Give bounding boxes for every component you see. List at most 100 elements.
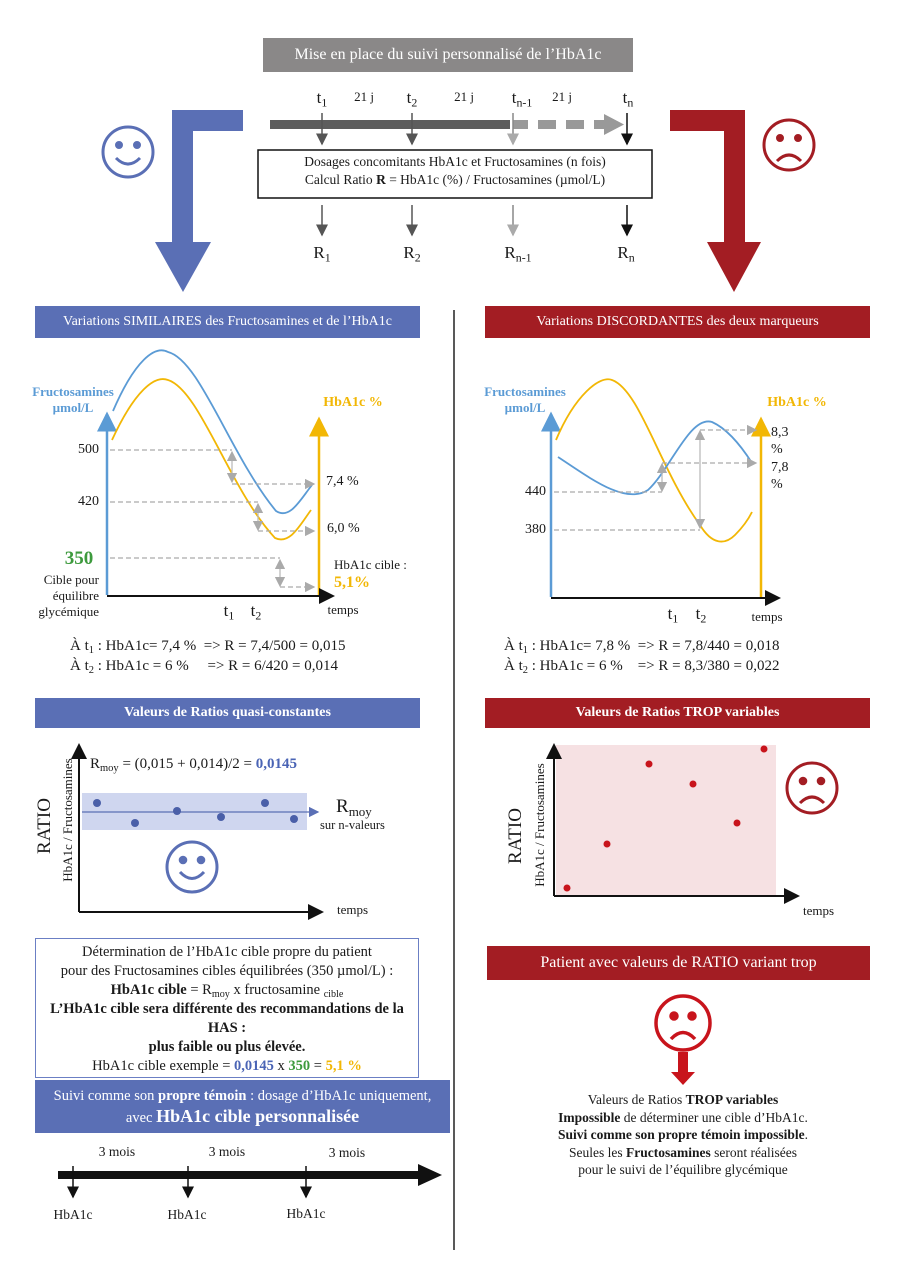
ratio-point <box>689 780 697 788</box>
target-caption: glycémique <box>38 604 99 619</box>
y2-axis-label: HbA1c % <box>323 395 383 410</box>
discordant-variations-header: Variations DISCORDANTES des deux marqueu… <box>485 306 870 338</box>
x-axis-label: temps <box>803 903 835 918</box>
target-fructosamine: 350 <box>64 548 94 569</box>
mean-ratio-caption: sur n-valeurs <box>320 818 385 832</box>
ratio-point <box>760 745 768 753</box>
ratio-point <box>217 813 225 821</box>
result-label: R1 <box>313 243 331 265</box>
y-tick: 420 <box>78 494 99 509</box>
target-caption: Cible pour <box>43 572 99 587</box>
sad-face-icon <box>654 994 712 1052</box>
dosage-text: Dosages concomitants HbA1c et Fructosami… <box>304 154 606 169</box>
smiley-face-icon <box>165 840 219 894</box>
discordant-variations-chart <box>541 378 781 606</box>
hba1c-curve <box>111 378 312 541</box>
right-branch-arrow <box>670 110 761 292</box>
y-tick: 440 <box>525 484 546 499</box>
hba1c-curve <box>555 378 753 543</box>
equation: À t1 : HbA1c= 7,4 % => R = 7,4/500 = 0,0… <box>70 638 346 657</box>
y-axis-unit: µmol/L <box>52 400 94 415</box>
y-tick: 380 <box>525 522 546 537</box>
variable-ratio-chart <box>546 743 839 904</box>
sad-face-icon <box>762 118 816 172</box>
hba1c-event: HbA1c <box>53 1207 93 1222</box>
similar-variations-chart <box>97 349 335 604</box>
box-line: L’HbA1c cible sera différente des recomm… <box>50 1001 404 1036</box>
interval-label: 21 j <box>354 89 374 104</box>
fructosamine-curve <box>112 349 313 514</box>
conclusion-text: Valeurs de Ratios TROP variables Impossi… <box>557 1092 809 1177</box>
ratio-axis-sublabel: HbA1c / Fructosamines <box>60 758 75 882</box>
hba1c-value: 7,4 % <box>326 474 359 489</box>
equation: À t2 : HbA1c = 6 % => R = 8,3/380 = 0,02… <box>504 658 780 677</box>
sad-face-icon <box>785 761 839 815</box>
ratio-axis-label: RATIO <box>505 808 526 864</box>
ratio-point <box>131 819 139 827</box>
target-determination-box: Détermination de l’HbA1c cible propre du… <box>35 938 419 1078</box>
target-hba1c-label: HbA1c cible : <box>334 557 407 572</box>
ratio-point <box>290 815 298 823</box>
ratio-point <box>261 799 269 807</box>
ratio-point <box>93 799 101 807</box>
timepoint-label: tn-1 <box>511 88 533 110</box>
result-label: Rn-1 <box>504 243 532 265</box>
box-line: plus faible ou plus élevée. <box>148 1039 306 1055</box>
page-title: Mise en place du suivi personnalisé de l… <box>294 46 602 63</box>
similar-variations-header: Variations SIMILAIRES des Fructosamines … <box>35 306 420 338</box>
ratio-point <box>645 760 653 768</box>
hba1c-event: HbA1c <box>167 1207 207 1222</box>
hba1c-value: 6,0 % <box>327 521 360 536</box>
x-tick: t2 <box>250 601 262 623</box>
ratio-point <box>563 884 571 892</box>
left-branch-arrow <box>155 110 243 292</box>
box-line: Détermination de l’HbA1c cible propre du… <box>82 944 372 960</box>
hba1c-value: 8,3 % <box>771 425 789 457</box>
mean-ratio-label: Rmoy <box>336 796 372 819</box>
result-label: Rn <box>617 243 635 265</box>
target-example: HbA1c cible exemple = 0,0145 x 350 = 5,1… <box>92 1058 362 1074</box>
y-axis-label: Fructosamines <box>32 384 114 399</box>
ratio-formula: Calcul Ratio R = HbA1c (%) / Fructosamin… <box>304 172 606 187</box>
interval-label: 3 mois <box>328 1145 366 1160</box>
y-axis-label: Fructosamines <box>484 384 566 399</box>
ratio-point <box>173 807 181 815</box>
x-axis-label: temps <box>327 602 359 617</box>
timepoint-label: tn <box>622 88 634 110</box>
target-caption: équilibre <box>52 588 99 603</box>
equation: À t2 : HbA1c = 6 % => R = 6/420 = 0,014 <box>70 658 338 677</box>
smiley-face-icon <box>101 125 155 179</box>
ratio-point <box>733 819 741 827</box>
ratio-point <box>603 840 611 848</box>
interval-label: 3 mois <box>208 1144 246 1159</box>
timepoint-label: t2 <box>406 88 418 110</box>
y-axis-unit: µmol/L <box>504 400 546 415</box>
x-axis-label: temps <box>337 902 369 917</box>
interval-label: 21 j <box>454 89 474 104</box>
followup-banner: Suivi comme son propre témoin : dosage d… <box>35 1080 450 1133</box>
fructosamine-curve <box>557 420 753 496</box>
x-axis-label: temps <box>751 609 783 624</box>
mean-ratio-formula: Rmoy = (0,015 + 0,014)/2 = 0,0145 <box>90 756 297 775</box>
patient-variable-header: Patient avec valeurs de RATIO variant tr… <box>487 946 870 980</box>
interval-label: 3 mois <box>98 1144 136 1159</box>
followup-timeline <box>58 1164 442 1199</box>
hba1c-value: 7,8 % <box>771 460 789 492</box>
x-tick: t1 <box>223 601 235 623</box>
timepoint-label: t1 <box>316 88 328 110</box>
down-arrow-icon <box>671 1052 695 1085</box>
variable-ratio-header: Valeurs de Ratios TROP variables <box>485 698 870 728</box>
measurement-timeline <box>257 113 653 237</box>
constant-ratio-chart <box>71 743 324 920</box>
ratio-axis-sublabel: HbA1c / Fructosamines <box>532 763 547 887</box>
title-banner <box>263 38 633 72</box>
hba1c-event: HbA1c <box>286 1206 326 1221</box>
interval-label: 21 j <box>552 89 572 104</box>
target-hba1c-value: 5,1% <box>334 574 370 591</box>
equation: À t1 : HbA1c= 7,8 % => R = 7,8/440 = 0,0… <box>504 638 780 657</box>
target-formula: HbA1c cible = Rmoy x fructosamine cible <box>110 982 344 1001</box>
x-tick: t2 <box>695 604 707 626</box>
ratio-axis-label: RATIO <box>34 798 55 854</box>
